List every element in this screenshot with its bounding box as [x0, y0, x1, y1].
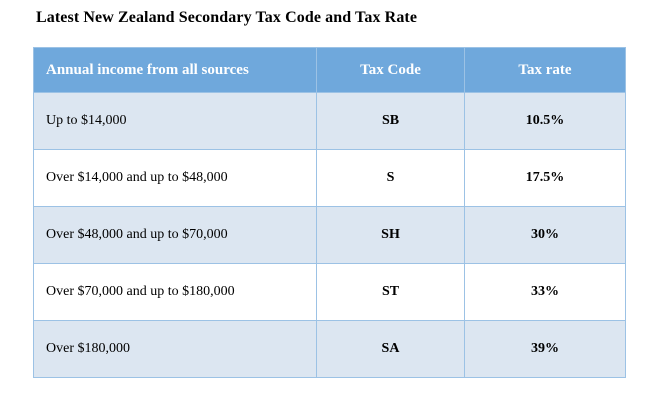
cell-tax-code: ST	[316, 263, 465, 321]
table-row: Up to $14,000 SB 10.5%	[33, 92, 626, 150]
column-header-income: Annual income from all sources	[33, 47, 317, 93]
cell-income: Over $14,000 and up to $48,000	[33, 149, 317, 207]
column-header-tax-rate: Tax rate	[464, 47, 626, 93]
table-header-row: Annual income from all sources Tax Code …	[33, 47, 626, 93]
page-title: Latest New Zealand Secondary Tax Code an…	[36, 9, 418, 26]
cell-tax-rate: 10.5%	[464, 92, 626, 150]
cell-tax-code: SB	[316, 92, 465, 150]
cell-income: Over $70,000 and up to $180,000	[33, 263, 317, 321]
cell-tax-rate: 33%	[464, 263, 626, 321]
cell-income: Over $48,000 and up to $70,000	[33, 206, 317, 264]
cell-tax-rate: 30%	[464, 206, 626, 264]
cell-income: Over $180,000	[33, 320, 317, 378]
tax-code-table: Annual income from all sources Tax Code …	[33, 47, 626, 378]
cell-tax-rate: 39%	[464, 320, 626, 378]
table-row: Over $70,000 and up to $180,000 ST 33%	[33, 263, 626, 321]
cell-income: Up to $14,000	[33, 92, 317, 150]
column-header-tax-code: Tax Code	[316, 47, 465, 93]
cell-tax-code: S	[316, 149, 465, 207]
table-row: Over $180,000 SA 39%	[33, 320, 626, 378]
cell-tax-rate: 17.5%	[464, 149, 626, 207]
table-row: Over $48,000 and up to $70,000 SH 30%	[33, 206, 626, 264]
cell-tax-code: SH	[316, 206, 465, 264]
cell-tax-code: SA	[316, 320, 465, 378]
table-row: Over $14,000 and up to $48,000 S 17.5%	[33, 149, 626, 207]
